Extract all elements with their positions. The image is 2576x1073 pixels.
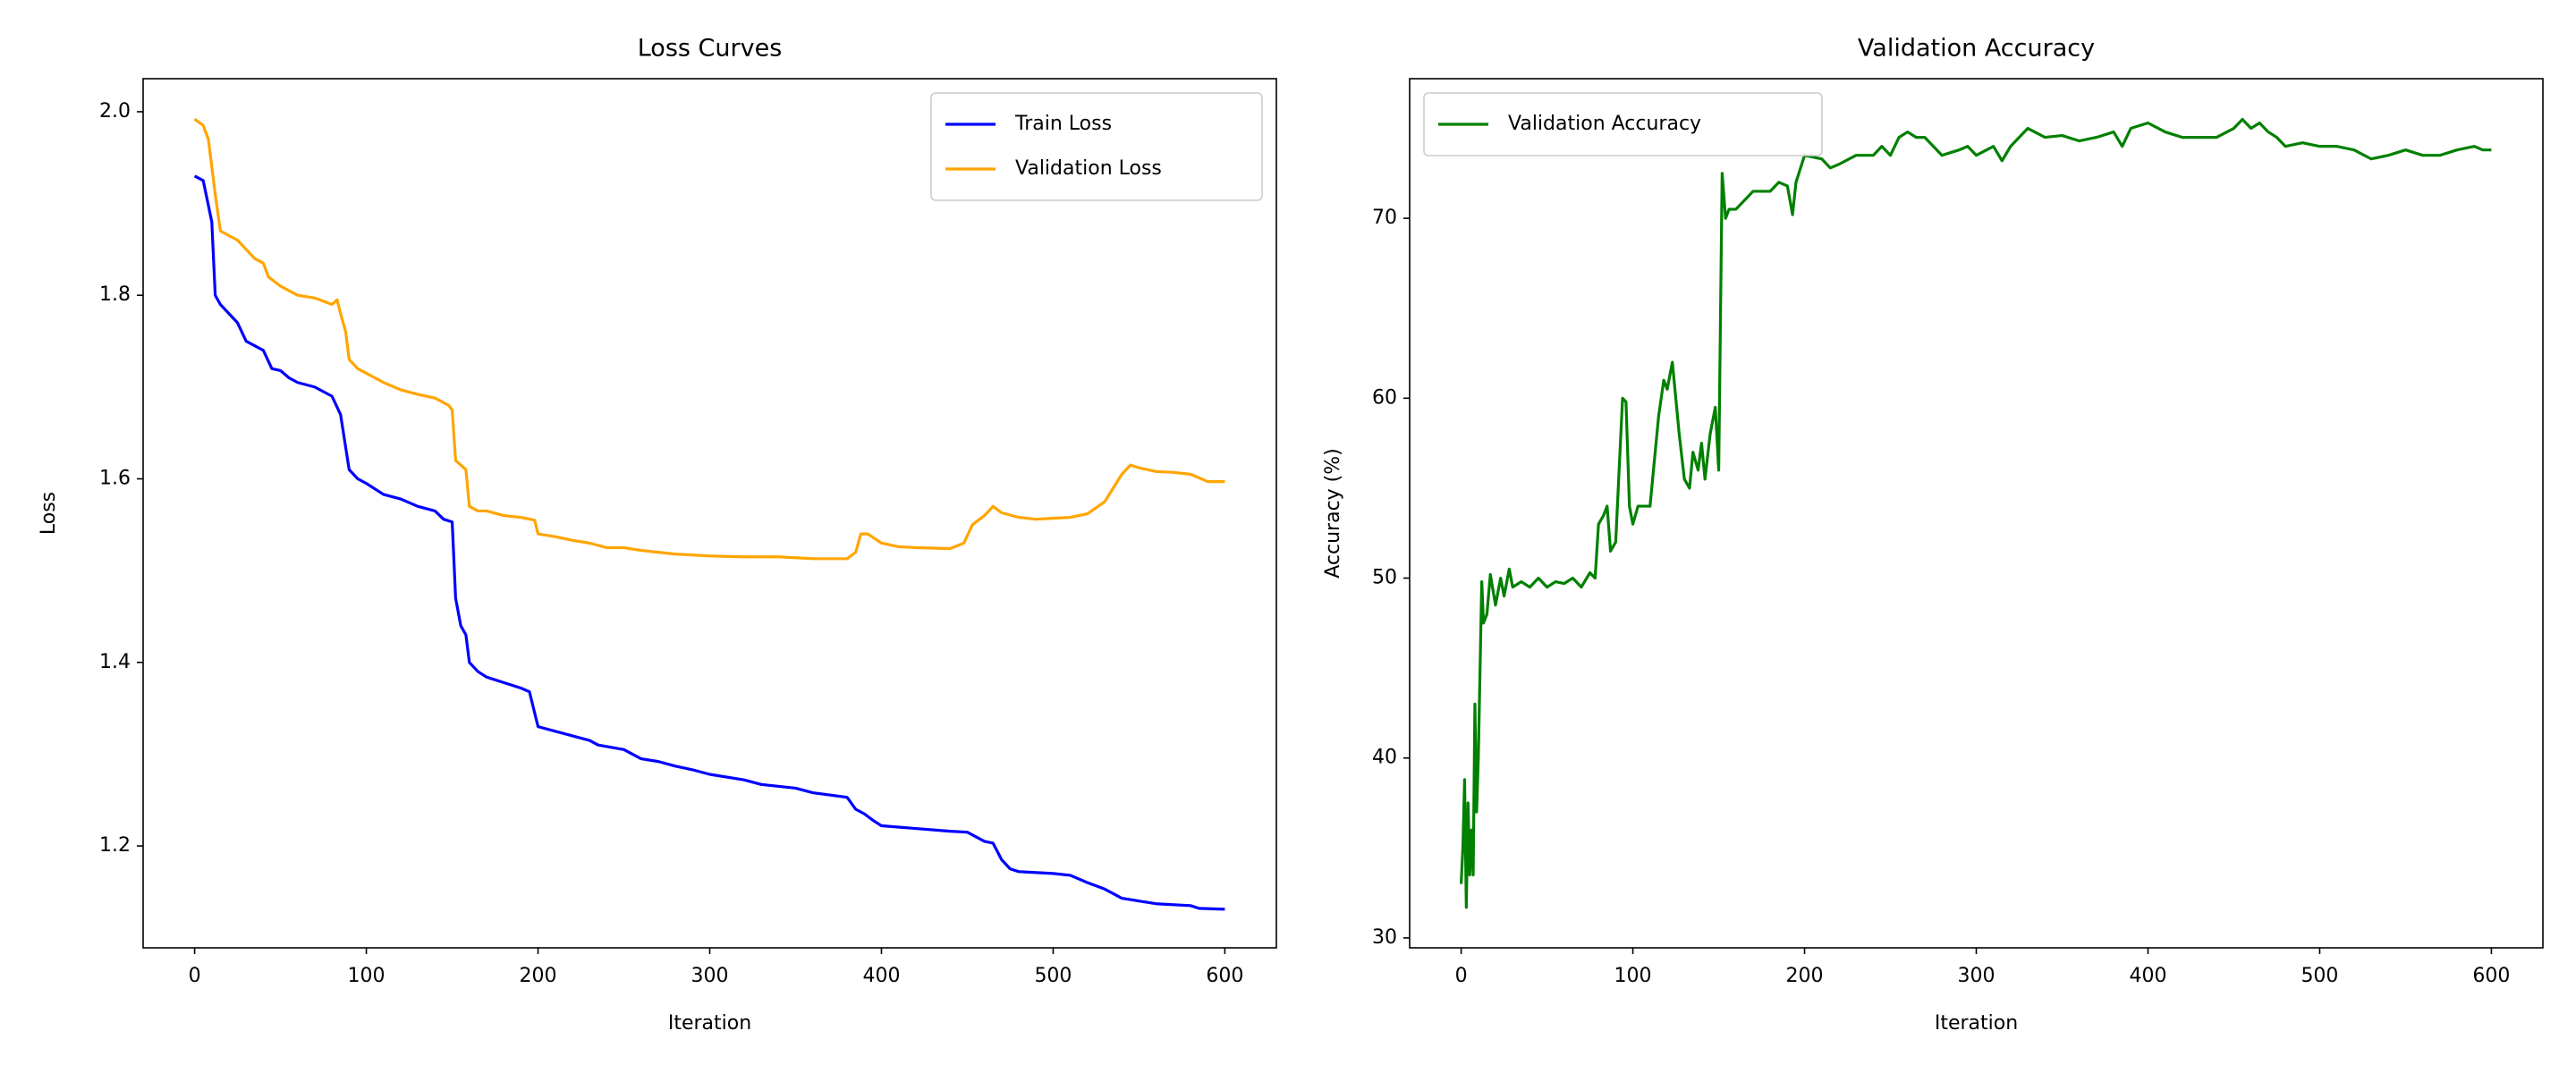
x-tick-label: 100	[1614, 965, 1652, 987]
legend: Train Loss Validation Loss	[930, 92, 1263, 201]
x-axis-label: Iteration	[668, 1012, 751, 1035]
x-tick-label: 200	[1786, 965, 1824, 987]
y-tick-label: 1.8	[99, 283, 131, 306]
y-tick-label: 1.2	[99, 834, 131, 857]
line-series	[1459, 117, 2492, 909]
x-tick-label: 100	[348, 965, 386, 987]
legend: Validation Accuracy	[1423, 92, 1823, 156]
plot-frame	[1409, 78, 2544, 949]
line-series	[193, 174, 1225, 911]
x-tick-label: 300	[691, 965, 729, 987]
x-tick-label: 600	[1206, 965, 1243, 987]
y-tick-label: 1.4	[99, 651, 131, 673]
x-tick-label: 300	[1958, 965, 1996, 987]
x-tick-label: 600	[2472, 965, 2510, 987]
x-axis-label: Iteration	[1935, 1012, 2018, 1035]
y-tick-label: 70	[1372, 207, 1397, 229]
y-tick-label: 60	[1372, 386, 1397, 409]
y-tick-label: 2.0	[99, 100, 131, 123]
y-tick-label: 40	[1372, 747, 1397, 769]
y-axis-label: Accuracy (%)	[1322, 448, 1344, 579]
legend-box	[930, 92, 1263, 201]
y-axis-label: Loss	[38, 492, 60, 535]
y-tick-label: 30	[1372, 926, 1397, 949]
legend-label: Validation Accuracy	[1508, 113, 1701, 135]
legend-label: Validation Loss	[1015, 157, 1162, 180]
x-tick-label: 500	[2301, 965, 2338, 987]
x-tick-label: 0	[1455, 965, 1468, 987]
x-tick-label: 0	[189, 965, 201, 987]
y-tick-label: 1.6	[99, 468, 131, 490]
legend-box	[1423, 92, 1823, 156]
legend-label: Train Loss	[1014, 113, 1112, 135]
line-series	[193, 117, 1225, 561]
x-tick-label: 200	[520, 965, 557, 987]
x-tick-label: 500	[1034, 965, 1072, 987]
chart-title: Validation Accuracy	[1858, 35, 2095, 63]
x-tick-label: 400	[862, 965, 900, 987]
x-tick-label: 400	[2129, 965, 2166, 987]
y-tick-label: 50	[1372, 567, 1397, 589]
chart-title: Loss Curves	[638, 35, 783, 63]
plot-frame	[142, 78, 1277, 949]
